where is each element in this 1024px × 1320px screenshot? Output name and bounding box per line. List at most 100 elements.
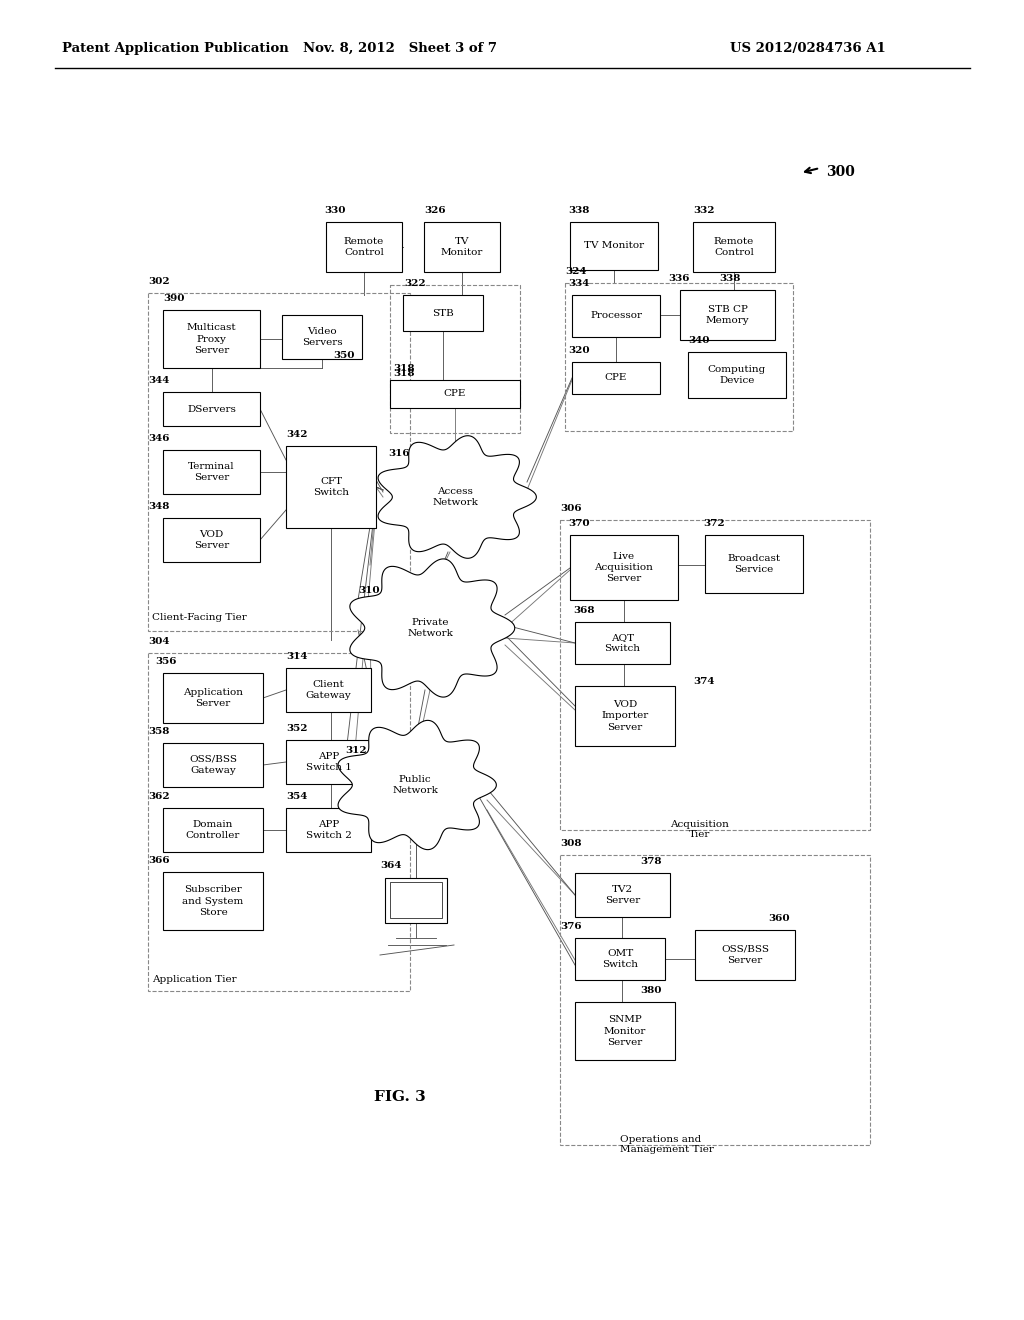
Text: TV
Monitor: TV Monitor <box>440 238 483 257</box>
Text: AQT
Switch: AQT Switch <box>604 634 640 653</box>
Text: CPE: CPE <box>439 391 461 400</box>
Text: 304: 304 <box>148 638 170 645</box>
Bar <box>148 653 410 991</box>
Bar <box>326 222 402 272</box>
Bar <box>565 282 793 432</box>
Text: 370: 370 <box>568 519 590 528</box>
Text: Video
Servers: Video Servers <box>302 327 342 347</box>
Text: 338: 338 <box>568 206 590 215</box>
Bar <box>163 873 263 931</box>
Text: OSS/BSS
Server: OSS/BSS Server <box>721 945 769 965</box>
Text: 362: 362 <box>148 792 170 801</box>
Bar <box>148 293 410 631</box>
Text: 376: 376 <box>560 921 582 931</box>
Text: Nov. 8, 2012   Sheet 3 of 7: Nov. 8, 2012 Sheet 3 of 7 <box>303 42 497 55</box>
Text: 318: 318 <box>393 370 415 378</box>
Text: Application
Server: Application Server <box>183 688 243 708</box>
Text: 342: 342 <box>286 430 307 440</box>
Text: 324: 324 <box>565 267 587 276</box>
Text: Access
Network: Access Network <box>432 487 478 507</box>
Bar <box>163 673 263 723</box>
Text: 300: 300 <box>826 165 855 180</box>
Text: Public
Network: Public Network <box>392 775 438 795</box>
Text: US 2012/0284736 A1: US 2012/0284736 A1 <box>730 42 886 55</box>
Text: 354: 354 <box>286 792 307 801</box>
Bar <box>693 222 775 272</box>
Text: SNMP
Monitor
Server: SNMP Monitor Server <box>604 1015 646 1047</box>
Text: 356: 356 <box>155 657 176 667</box>
Polygon shape <box>338 721 497 850</box>
Text: 366: 366 <box>148 855 170 865</box>
Text: 310: 310 <box>358 586 380 595</box>
Text: Patent Application Publication: Patent Application Publication <box>62 42 289 55</box>
Bar <box>390 380 520 408</box>
Text: 368: 368 <box>573 606 595 615</box>
Bar <box>575 622 670 664</box>
Bar <box>282 315 362 359</box>
Text: Client
Gateway: Client Gateway <box>305 680 351 700</box>
Bar <box>572 362 660 393</box>
Text: Client-Facing Tier: Client-Facing Tier <box>152 612 247 622</box>
Text: 338: 338 <box>719 275 740 282</box>
Bar <box>286 808 371 851</box>
Text: TV Monitor: TV Monitor <box>584 242 644 251</box>
Bar <box>286 741 371 784</box>
Text: STB: STB <box>432 309 454 318</box>
Text: Broadcast
Service: Broadcast Service <box>727 554 780 574</box>
Text: 344: 344 <box>148 376 169 385</box>
Bar <box>385 878 447 923</box>
Text: 364: 364 <box>380 861 401 870</box>
Bar <box>680 290 775 341</box>
Text: 380: 380 <box>640 986 662 995</box>
Bar <box>424 222 500 272</box>
Text: FIG. 3: FIG. 3 <box>374 1090 426 1104</box>
Bar <box>705 535 803 593</box>
Text: 306: 306 <box>560 504 582 513</box>
Text: STB CP
Memory: STB CP Memory <box>706 305 750 325</box>
Bar <box>286 668 371 711</box>
Bar <box>688 352 786 399</box>
Text: 326: 326 <box>424 206 445 215</box>
Text: CPE: CPE <box>443 389 466 399</box>
Text: 348: 348 <box>148 502 169 511</box>
Polygon shape <box>350 558 515 697</box>
Text: 320: 320 <box>568 346 590 355</box>
Text: VOD
Server: VOD Server <box>194 529 229 550</box>
Bar <box>403 294 483 331</box>
Text: 372: 372 <box>703 519 725 528</box>
Bar <box>695 931 795 979</box>
Text: APP
Switch 1: APP Switch 1 <box>305 752 351 772</box>
Bar <box>570 535 678 601</box>
Text: 360: 360 <box>768 913 790 923</box>
Text: Private
Network: Private Network <box>408 618 453 638</box>
Bar <box>560 520 870 830</box>
Text: 312: 312 <box>345 746 367 755</box>
Text: Multicast
Proxy
Server: Multicast Proxy Server <box>186 323 237 355</box>
Text: 336: 336 <box>668 275 689 282</box>
Text: APP
Switch 2: APP Switch 2 <box>305 820 351 840</box>
Text: 350: 350 <box>334 351 355 360</box>
Bar <box>163 392 260 426</box>
Text: OMT
Switch: OMT Switch <box>602 949 638 969</box>
Text: 340: 340 <box>688 337 710 345</box>
Text: Domain
Controller: Domain Controller <box>185 820 241 840</box>
Bar <box>575 1002 675 1060</box>
Text: 334: 334 <box>568 279 590 288</box>
Bar <box>163 517 260 562</box>
Bar <box>163 450 260 494</box>
Text: Acquisition
Tier: Acquisition Tier <box>671 820 729 840</box>
Text: 358: 358 <box>148 727 169 737</box>
Text: 346: 346 <box>148 434 170 444</box>
Text: Subscriber
and System
Store: Subscriber and System Store <box>182 886 244 916</box>
Text: Operations and
Management Tier: Operations and Management Tier <box>620 1135 714 1155</box>
Text: 314: 314 <box>286 652 307 661</box>
Bar <box>163 808 263 851</box>
Polygon shape <box>378 436 537 558</box>
Text: CFT
Switch: CFT Switch <box>313 477 349 498</box>
Bar <box>560 855 870 1144</box>
Bar <box>572 294 660 337</box>
Bar <box>390 882 442 917</box>
Bar <box>575 686 675 746</box>
Text: OSS/BSS
Gateway: OSS/BSS Gateway <box>189 755 237 775</box>
Text: 322: 322 <box>404 279 426 288</box>
